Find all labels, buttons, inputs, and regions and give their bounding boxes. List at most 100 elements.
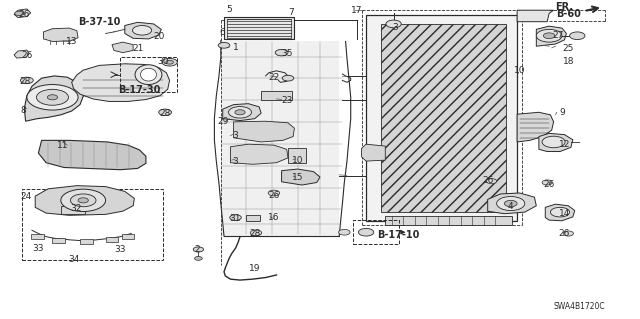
- Text: 26: 26: [559, 229, 570, 238]
- Polygon shape: [488, 193, 536, 214]
- Polygon shape: [14, 9, 31, 18]
- Bar: [22, 189, 163, 260]
- Text: 26: 26: [482, 176, 493, 185]
- Circle shape: [70, 194, 96, 207]
- Text: 30: 30: [157, 57, 169, 66]
- Polygon shape: [517, 112, 554, 142]
- Text: 35: 35: [281, 49, 292, 58]
- Text: 6: 6: [220, 28, 225, 37]
- Circle shape: [536, 29, 562, 42]
- Polygon shape: [539, 133, 573, 152]
- Circle shape: [282, 75, 294, 81]
- Polygon shape: [125, 22, 161, 39]
- Text: 23: 23: [281, 96, 292, 105]
- Text: 28: 28: [159, 109, 171, 118]
- Polygon shape: [381, 24, 506, 212]
- Circle shape: [570, 32, 585, 40]
- Text: SWA4B1720C: SWA4B1720C: [554, 302, 605, 311]
- Text: 27: 27: [552, 31, 564, 40]
- Circle shape: [36, 89, 68, 105]
- Polygon shape: [112, 42, 133, 53]
- Bar: [120, 57, 177, 92]
- Circle shape: [228, 107, 252, 118]
- Circle shape: [162, 58, 177, 66]
- Circle shape: [250, 230, 262, 236]
- Circle shape: [386, 20, 401, 28]
- Text: 33: 33: [33, 244, 44, 253]
- Circle shape: [61, 189, 106, 211]
- Text: 2: 2: [195, 245, 200, 254]
- Text: 26: 26: [268, 191, 280, 200]
- Polygon shape: [14, 50, 29, 58]
- Circle shape: [132, 26, 152, 35]
- Bar: [80, 239, 93, 244]
- Polygon shape: [44, 28, 78, 41]
- Text: 26: 26: [22, 51, 33, 60]
- Circle shape: [193, 247, 204, 252]
- Circle shape: [550, 207, 570, 217]
- Circle shape: [542, 136, 565, 148]
- Bar: [288, 148, 306, 163]
- Text: B-17-10: B-17-10: [377, 230, 419, 241]
- Text: 28: 28: [249, 229, 260, 238]
- Text: 19: 19: [249, 264, 260, 273]
- Polygon shape: [517, 10, 554, 22]
- Text: 20: 20: [153, 32, 164, 41]
- Polygon shape: [362, 144, 385, 161]
- Circle shape: [235, 110, 245, 115]
- Text: 25: 25: [563, 44, 574, 53]
- Text: B-60: B-60: [556, 9, 580, 19]
- Text: 32: 32: [70, 204, 81, 213]
- Circle shape: [159, 109, 172, 115]
- Circle shape: [275, 49, 288, 56]
- Polygon shape: [38, 140, 146, 170]
- Circle shape: [542, 180, 552, 185]
- Ellipse shape: [141, 68, 157, 81]
- Text: FR.: FR.: [556, 2, 573, 12]
- Text: 26: 26: [18, 10, 29, 19]
- Circle shape: [47, 95, 58, 100]
- Circle shape: [563, 231, 573, 236]
- Polygon shape: [385, 216, 512, 225]
- Text: 3: 3: [233, 157, 238, 166]
- Text: B-17-30: B-17-30: [118, 85, 161, 95]
- Text: 26: 26: [543, 180, 555, 189]
- Text: 15: 15: [292, 173, 303, 182]
- Polygon shape: [24, 76, 83, 121]
- Polygon shape: [234, 121, 294, 142]
- Text: 28: 28: [19, 77, 31, 86]
- Text: 10: 10: [292, 156, 303, 165]
- Text: 33: 33: [115, 245, 126, 254]
- Bar: [353, 220, 399, 244]
- Circle shape: [15, 11, 24, 16]
- Circle shape: [339, 229, 350, 235]
- Bar: [31, 234, 44, 239]
- Polygon shape: [230, 144, 288, 164]
- Polygon shape: [72, 64, 170, 101]
- Bar: [52, 238, 65, 243]
- Circle shape: [20, 77, 33, 84]
- Circle shape: [230, 215, 241, 220]
- Circle shape: [543, 33, 555, 39]
- Text: 17: 17: [351, 6, 363, 15]
- Text: 7: 7: [289, 8, 294, 17]
- Text: B-37-10: B-37-10: [78, 17, 120, 27]
- Polygon shape: [35, 186, 134, 215]
- Polygon shape: [536, 26, 566, 46]
- Text: 16: 16: [268, 213, 280, 222]
- Polygon shape: [223, 104, 261, 121]
- Circle shape: [78, 198, 88, 203]
- Text: 3: 3: [233, 131, 238, 140]
- Circle shape: [268, 190, 280, 196]
- Polygon shape: [221, 41, 339, 236]
- Bar: [227, 19, 291, 38]
- Text: 4: 4: [508, 202, 513, 211]
- Polygon shape: [545, 204, 575, 221]
- Text: 5: 5: [227, 5, 232, 14]
- Bar: [106, 237, 118, 242]
- Text: 14: 14: [559, 209, 570, 218]
- Circle shape: [195, 256, 202, 260]
- Bar: [261, 91, 292, 100]
- Text: 31: 31: [230, 214, 241, 223]
- Text: 21: 21: [132, 44, 143, 53]
